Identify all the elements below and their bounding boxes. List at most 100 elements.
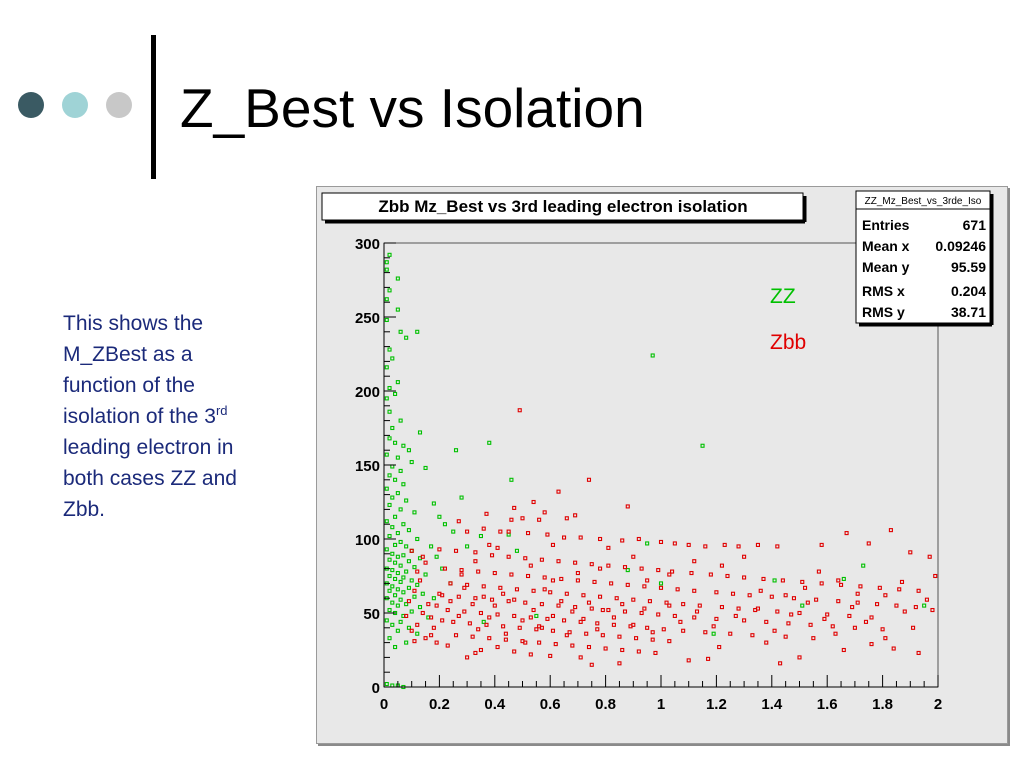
stats-value-rms-y: 38.71 [951, 304, 986, 320]
point-zbb-209 [462, 585, 467, 590]
point-zz-125 [645, 541, 650, 546]
point-zbb-167 [650, 637, 655, 642]
point-zz-131 [861, 563, 866, 568]
point-zz-103 [393, 644, 398, 650]
point-zbb-142 [562, 618, 567, 623]
point-zbb-214 [492, 603, 497, 608]
point-zz-90 [387, 607, 392, 613]
point-zbb-252 [933, 573, 938, 579]
point-zbb-261 [586, 477, 592, 482]
point-zz-55 [390, 551, 395, 556]
point-zz-102 [404, 640, 409, 645]
point-zz-6 [395, 307, 400, 312]
point-zbb-137 [478, 610, 483, 616]
point-zbb-70 [609, 581, 614, 586]
point-zbb-75 [692, 588, 697, 593]
point-zbb-67 [559, 576, 564, 582]
point-zz-132 [922, 603, 927, 608]
point-zz-112 [431, 596, 436, 601]
point-zbb-16 [620, 538, 625, 543]
point-zbb-243 [805, 600, 810, 605]
point-zbb-201 [409, 628, 414, 633]
point-zbb-8 [465, 529, 470, 534]
point-zz-34 [401, 482, 406, 487]
point-zbb-155 [451, 619, 456, 624]
x-tick-label: 0.4 [484, 696, 506, 713]
point-zbb-183 [478, 647, 483, 653]
point-zbb-30 [908, 550, 913, 555]
point-zz-11 [387, 347, 392, 352]
point-zbb-159 [517, 625, 522, 630]
point-zbb-20 [686, 542, 691, 547]
point-zz-100 [415, 631, 420, 636]
point-zbb-94 [564, 591, 569, 596]
point-zbb-102 [697, 603, 702, 608]
point-zz-43 [384, 519, 389, 524]
point-zz-101 [387, 636, 392, 641]
point-zbb-149 [681, 628, 686, 633]
point-zbb-61 [459, 568, 464, 573]
y-tick-label: 200 [355, 384, 380, 401]
point-zbb-215 [501, 591, 506, 596]
point-zbb-97 [614, 596, 619, 601]
point-zbb-277 [523, 640, 528, 645]
slide-title: Z_Best vs Isolation [180, 77, 645, 139]
point-zbb-178 [603, 646, 608, 651]
point-zbb-257 [841, 647, 846, 653]
point-zz-46 [406, 528, 411, 533]
description-text-end: leading electron in both cases ZZ and Zb… [63, 436, 237, 521]
point-zbb-237 [694, 609, 700, 614]
point-zbb-185 [528, 652, 533, 657]
point-zbb-64 [509, 572, 514, 577]
point-zbb-249 [902, 609, 907, 614]
point-zbb-125 [672, 613, 677, 619]
point-zz-32 [423, 465, 428, 471]
point-zbb-148 [661, 627, 666, 632]
x-tick-label: 0.2 [429, 696, 450, 713]
point-zz-117 [453, 448, 459, 453]
point-zbb-223 [559, 599, 564, 604]
point-zz-134 [384, 681, 389, 687]
point-zz-45 [390, 525, 395, 530]
title-divider [151, 35, 156, 179]
point-zbb-34 [473, 550, 478, 555]
point-zz-38 [404, 498, 409, 503]
bullet-dot-grey [106, 92, 132, 118]
point-zbb-218 [520, 618, 525, 623]
point-zbb-151 [728, 631, 733, 636]
point-zbb-84 [875, 602, 880, 607]
point-zbb-119 [573, 605, 578, 610]
point-zbb-121 [606, 607, 611, 613]
point-zbb-260 [531, 499, 536, 505]
point-zz-96 [398, 619, 403, 624]
point-zbb-77 [730, 591, 736, 596]
x-tick-label: 0.6 [540, 696, 561, 713]
legend-zbb: Zbb [770, 331, 806, 354]
point-zbb-101 [681, 602, 686, 607]
point-zbb-109 [847, 613, 852, 619]
point-zz-8 [398, 329, 403, 334]
point-zz-33 [393, 477, 398, 482]
point-zbb-165 [617, 634, 622, 639]
point-zbb-127 [714, 616, 719, 621]
point-zbb-87 [448, 581, 453, 586]
point-zbb-21 [703, 544, 708, 549]
point-zbb-134 [880, 627, 885, 632]
point-zz-63 [412, 565, 417, 570]
point-zbb-46 [670, 569, 675, 574]
point-zbb-207 [448, 599, 453, 604]
point-zbb-292 [692, 559, 697, 564]
point-zz-52 [404, 544, 409, 549]
point-zz-107 [451, 529, 456, 534]
point-zz-23 [393, 440, 398, 445]
point-zbb-196 [420, 610, 425, 616]
point-zbb-258 [869, 642, 874, 647]
stats-label-entries: Entries [862, 217, 910, 233]
point-zbb-91 [514, 587, 520, 592]
x-tick-label: 1 [657, 696, 665, 713]
bullet-dot-light [62, 92, 88, 118]
point-zbb-103 [719, 605, 724, 610]
point-zbb-115 [506, 599, 511, 604]
point-zbb-90 [498, 585, 503, 590]
x-tick-label: 0 [380, 696, 388, 713]
